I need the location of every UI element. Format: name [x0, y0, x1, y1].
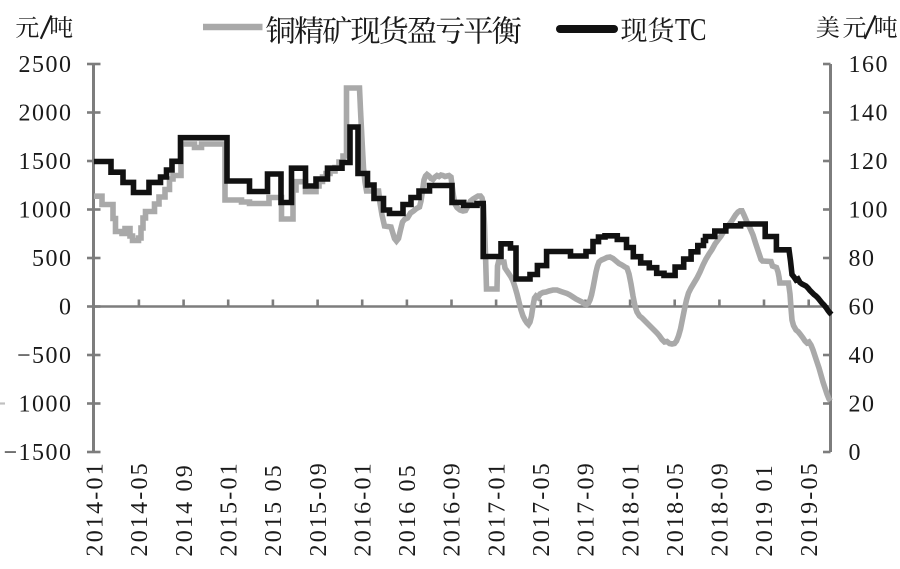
svg-text:2016-09: 2016-09 [440, 461, 466, 556]
svg-text:2016-01: 2016-01 [350, 461, 376, 556]
svg-text:120: 120 [849, 149, 890, 175]
svg-text:2015 05: 2015 05 [261, 463, 287, 556]
svg-text:100: 100 [849, 198, 890, 224]
svg-text:2016 05: 2016 05 [395, 463, 421, 556]
svg-text:40: 40 [849, 343, 876, 369]
svg-text:2000: 2000 [19, 101, 73, 127]
svg-text:2019 01: 2019 01 [752, 463, 778, 556]
svg-text:2017-09: 2017-09 [574, 461, 600, 556]
svg-text:80: 80 [849, 246, 876, 272]
svg-text:0: 0 [59, 295, 73, 321]
svg-text:60: 60 [849, 295, 876, 321]
svg-text:2017-01: 2017-01 [484, 461, 510, 556]
svg-text:2017-05: 2017-05 [529, 461, 555, 556]
svg-text:2018-01: 2018-01 [618, 461, 644, 556]
svg-text:2500: 2500 [19, 52, 73, 78]
svg-text:160: 160 [849, 52, 890, 78]
svg-text:500: 500 [32, 246, 73, 272]
svg-text:2018-09: 2018-09 [708, 461, 734, 556]
svg-text:−500: −500 [17, 343, 73, 369]
svg-text:2014-05: 2014-05 [127, 461, 153, 556]
svg-text:2014 09: 2014 09 [172, 463, 198, 556]
svg-text:−1500: −1500 [3, 440, 72, 466]
svg-text:2019-05: 2019-05 [797, 461, 823, 556]
svg-text:TC: TC [675, 11, 707, 47]
svg-text:1000: 1000 [19, 198, 73, 224]
svg-text:2014-01: 2014-01 [83, 461, 109, 556]
svg-text:2015-09: 2015-09 [306, 461, 332, 556]
svg-text:1000: 1000 [19, 392, 73, 418]
svg-text:2018-05: 2018-05 [663, 461, 689, 556]
svg-text:0: 0 [849, 440, 863, 466]
svg-text:20: 20 [849, 392, 876, 418]
svg-text:2015-01: 2015-01 [216, 461, 242, 556]
svg-text:1500: 1500 [19, 149, 73, 175]
svg-text:140: 140 [849, 101, 890, 127]
